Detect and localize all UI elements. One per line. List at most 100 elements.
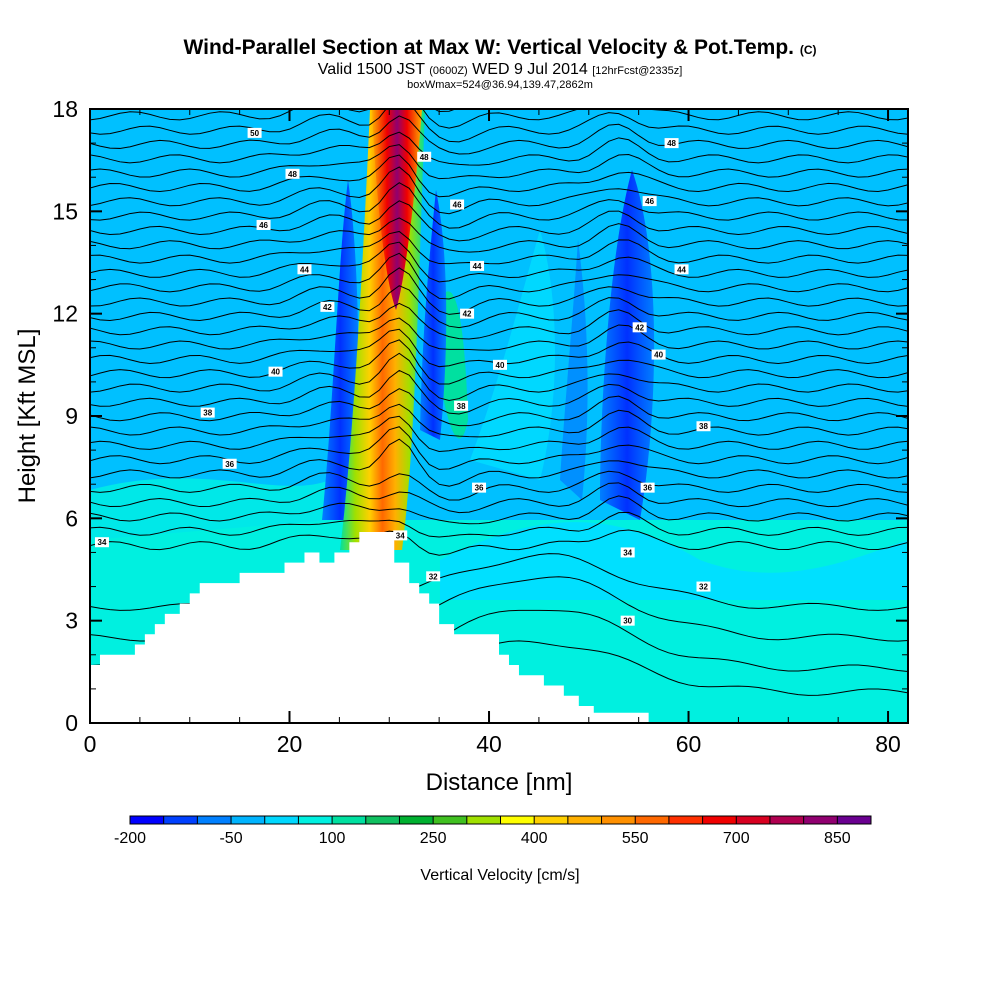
isentrope-line (90, 200, 908, 242)
vertical-velocity-field: 50 48 46 44 42 40 38 36 34 48 46 44 42 40 38 36 34 32 48 46… (90, 109, 908, 723)
x-axis-label: Distance [nm] (426, 769, 573, 796)
isentrope-line (90, 166, 908, 215)
contour-label-text: 38 (457, 402, 466, 411)
contour-label-bg (268, 366, 283, 377)
contour-label-bg (620, 547, 635, 558)
contour-label-text: 48 (288, 170, 297, 179)
colorbar-label: Vertical Velocity [cm/s] (420, 867, 579, 884)
contour-label: 38 (200, 407, 215, 418)
colorbar-swatch (668, 816, 704, 824)
terrain-mask (90, 531, 908, 723)
contour-label-text: 34 (98, 538, 107, 547)
contour-label-text: 38 (203, 409, 212, 418)
contour-label-text: 46 (453, 201, 462, 210)
chart-title: Wind-Parallel Section at Max W: Vertical… (183, 36, 794, 59)
contour-label-bg (674, 264, 689, 275)
contour-label: 32 (426, 571, 441, 582)
isentrope-line (90, 495, 908, 525)
chart-title-line: Wind-Parallel Section at Max W: Vertical… (0, 36, 1000, 62)
contour-label-text: 34 (396, 531, 405, 540)
contour-label-text: 40 (496, 361, 505, 370)
contour-label: 46 (256, 219, 271, 230)
contour-label: 46 (450, 199, 465, 210)
contour-label: 44 (297, 264, 312, 275)
colorbar-swatch (130, 816, 165, 824)
contour-label-text: 48 (420, 153, 429, 162)
contour-label-bg (696, 421, 711, 432)
y-tick-label: 18 (52, 96, 78, 122)
colorbar-tick-label: 400 (521, 830, 548, 847)
contour-label-text: 48 (667, 139, 676, 148)
colorbar: -200 -50 100 250 400 550 700 850 (114, 815, 872, 847)
x-tick-label: 20 (277, 731, 303, 757)
contour-label-text: 44 (677, 265, 686, 274)
isentrope-line (90, 369, 908, 415)
colorbar-tick-label: 850 (824, 830, 851, 847)
mid-level-shading (470, 230, 555, 480)
contour-label: 30 (620, 615, 635, 626)
isentrope-line (90, 388, 908, 427)
isentrope-line (90, 144, 908, 180)
isentrope-line (90, 403, 908, 438)
colorbar-tick-label: 250 (420, 830, 447, 847)
contour-label: 34 (620, 547, 635, 558)
contour-labels: 50 48 46 44 42 40 38 36 34 48 46 44 42 40 38 36 34 32 48 46… (94, 127, 711, 626)
colorbar-swatch (769, 816, 805, 824)
isentrope-line (90, 339, 908, 385)
contour-label-text: 42 (323, 303, 332, 312)
updraft-peak (372, 109, 422, 310)
isentrope-line (90, 131, 908, 166)
colorbar-swatch (500, 816, 535, 824)
contour-label-text: 38 (699, 422, 708, 431)
contour-label-text: 30 (623, 617, 632, 626)
contour-label-text: 44 (473, 262, 482, 271)
colorbar-swatch (231, 816, 266, 824)
contour-label: 34 (393, 530, 408, 541)
downdraft-inner (420, 190, 447, 440)
isentrope-line (90, 511, 908, 538)
x-tick-label: 60 (676, 731, 702, 757)
colorbar-swatch (365, 816, 400, 824)
isentrope-line (90, 415, 908, 452)
box-info: boxWmax=524@36.94,139.47,2862m (407, 79, 593, 91)
colorbar-tick-label: 700 (723, 830, 750, 847)
contour-label-bg (454, 400, 469, 411)
valid-date: WED 9 Jul 2014 (472, 61, 588, 78)
contour-label-text: 46 (259, 221, 268, 230)
contour-label-bg (393, 530, 408, 541)
y-tick-label: 6 (65, 505, 78, 531)
isentrope-line (90, 241, 908, 283)
y-tick-label: 9 (65, 403, 78, 429)
contour-label-bg (470, 260, 485, 271)
colorbar-swatch (399, 816, 434, 824)
contour-label-text: 42 (463, 310, 472, 319)
forecast-info: [12hrFcst@2335z] (592, 65, 683, 77)
colorbar-swatch (736, 816, 771, 824)
isentrope-line (90, 482, 908, 514)
colorbar-swatch (163, 816, 198, 824)
contour-label-text: 44 (300, 265, 309, 274)
contour-label: 42 (320, 301, 335, 312)
isentrope-line (90, 529, 908, 556)
x-tick-label: 0 (84, 731, 97, 757)
colorbar-swatch (197, 816, 232, 824)
contour-label-bg (222, 458, 237, 469)
y-tick-label: 0 (65, 710, 78, 736)
contour-label: 40 (651, 349, 666, 360)
contour-label: 48 (285, 168, 300, 179)
colorbar-tick-label: 100 (319, 830, 346, 847)
contour-label: 48 (417, 151, 432, 162)
contour-label: 32 (696, 581, 711, 592)
contour-label-bg (472, 482, 487, 493)
isentrope-line (90, 267, 908, 315)
contour-label-bg (450, 199, 465, 210)
contour-label-bg (247, 127, 262, 138)
contour-label-text: 32 (429, 572, 438, 581)
downdraft-west (322, 180, 359, 520)
contour-label-text: 42 (635, 323, 644, 332)
colorbar-swatch (601, 816, 636, 824)
contour-label-bg (256, 219, 271, 230)
isentrope-line (90, 352, 908, 401)
colorbar-swatch (466, 816, 501, 824)
contour-label: 38 (454, 400, 469, 411)
